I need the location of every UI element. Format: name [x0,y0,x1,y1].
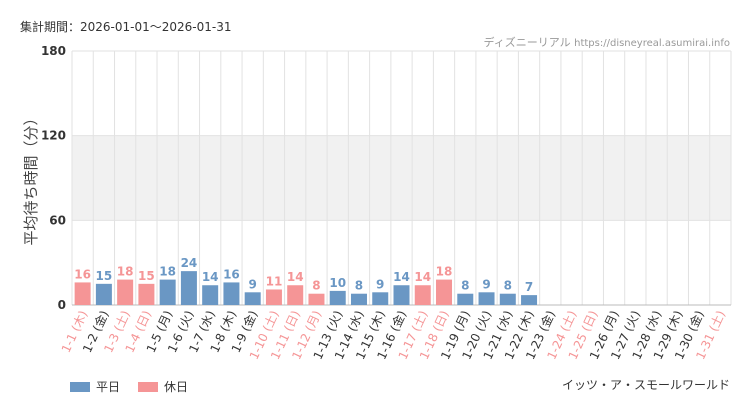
legend-swatch-weekday [70,381,90,392]
data-label: 9 [249,277,257,291]
bar [265,289,282,305]
attraction-name: イッツ・ア・スモールワールド [561,378,730,392]
legend-item-holiday: 休日 [138,378,188,395]
bar [138,283,155,305]
legend-label-holiday: 休日 [164,380,189,394]
source-site-name: ディズニーリアル [483,36,571,49]
data-label: 18 [436,265,453,279]
bar [436,279,453,305]
data-label: 15 [138,269,155,283]
data-label: 8 [461,279,469,293]
data-label: 10 [329,276,346,290]
data-label: 18 [117,265,134,279]
bar [244,292,261,305]
bar [393,285,410,305]
data-label: 16 [74,267,91,281]
legend-item-weekday: 平日 [70,378,120,395]
y-axis-title: 平均待ち時間（分） [22,110,40,245]
source-credit[interactable]: ディズニーリアル https://disneyreal.asumirai.inf… [484,34,731,50]
bar [180,271,197,305]
y-tick-label: 180 [41,44,66,58]
data-label: 9 [376,277,384,291]
bar [350,293,367,305]
bar [117,279,134,305]
data-label: 14 [202,270,219,284]
bar [287,285,304,305]
bar [372,292,389,305]
data-label: 8 [355,279,363,293]
y-tick-label: 120 [41,129,66,143]
bar [499,293,516,305]
bar [308,293,325,305]
data-label: 16 [223,267,240,281]
y-tick-label: 60 [49,213,66,227]
shaded-range-band [72,135,731,221]
chart-legend: 平日 休日 [70,378,188,395]
source-url[interactable]: https://disneyreal.asumirai.info [574,38,730,49]
data-label: 9 [482,277,490,291]
bar [74,282,91,305]
y-tick-label: 0 [58,298,66,312]
collection-period: 集計期間：2026-01-01～2026-01-31 [20,20,232,34]
bar [202,285,219,305]
data-label: 7 [525,280,533,294]
data-label: 11 [266,274,283,288]
bar [457,293,474,305]
data-label: 8 [504,279,512,293]
data-label: 14 [414,270,431,284]
data-label: 24 [181,256,198,270]
bar [521,295,538,305]
data-label: 14 [393,270,410,284]
bar [414,285,431,305]
data-label: 8 [312,279,320,293]
bar [329,290,346,305]
bar [478,292,495,305]
data-label: 14 [287,270,304,284]
bar [223,282,240,305]
data-label: 18 [159,265,176,279]
bar [95,283,112,305]
data-label: 15 [96,269,113,283]
legend-swatch-holiday [138,381,159,392]
legend-label-weekday: 平日 [96,380,121,394]
bar [159,279,176,305]
